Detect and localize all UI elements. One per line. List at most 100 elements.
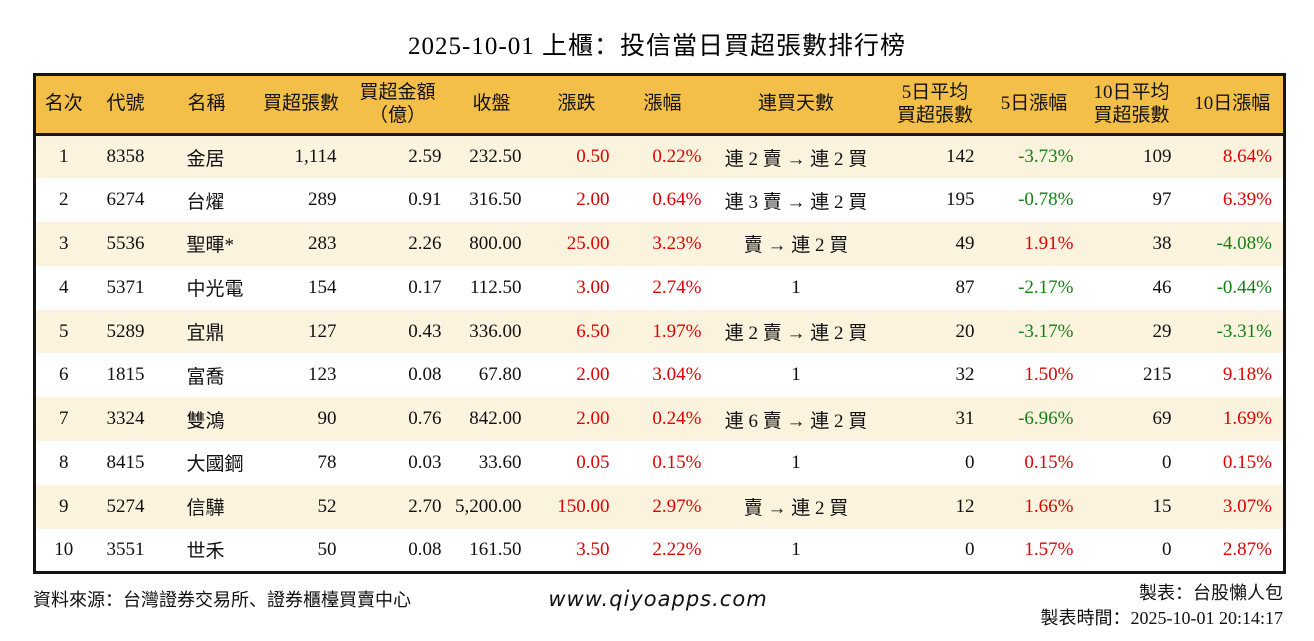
cell-change: 3.00 — [576, 276, 610, 298]
cell-pct5: 0.15% — [1024, 451, 1074, 473]
col-header-streak: 連買天數 — [708, 74, 884, 136]
cell-pct5: 1.50% — [1024, 364, 1074, 386]
cell-avg5: 0 — [965, 451, 975, 473]
cell-amount: 2.26 — [408, 232, 442, 254]
cell-amount: 2.70 — [408, 495, 442, 517]
table-row: 3 5536 聖暉* 283 2.26 800.00 25.00 3.23% 賣 → 連 2 買… — [34, 222, 1285, 266]
table-row: 7 3324 雙鴻 90 0.76 842.00 2.00 0.24% 連 6 賣 → 連 2 … — [34, 397, 1285, 442]
cell-avg10: 69 — [1152, 408, 1172, 430]
cell-pct5: 1.91% — [1024, 232, 1074, 254]
cell-name: 金居 — [186, 148, 225, 170]
data-source-label: 資料來源：台灣證券交易所、證券櫃檯買賣中心 — [33, 589, 411, 610]
cell-name: 富喬 — [186, 366, 225, 388]
cell-rank: 3 — [59, 232, 69, 254]
cell-avg10: 46 — [1152, 276, 1172, 298]
cell-change_pct: 3.23% — [652, 232, 702, 254]
table-row: 8 8415 大國鋼 78 0.03 33.60 0.05 0.15% 1 0 0.15% 0 0.15… — [34, 441, 1285, 485]
col-header-change_pct: 漲幅 — [616, 74, 709, 136]
cell-pct10: 2.87% — [1222, 538, 1272, 560]
cell-close: 336.00 — [469, 320, 522, 342]
cell-net_buy: 52 — [317, 495, 337, 517]
cell-code: 5371 — [106, 276, 145, 298]
cell-change_pct: 0.64% — [652, 189, 702, 211]
cell-name: 大國鋼 — [186, 454, 244, 476]
cell-streak: 連 3 賣 → 連 2 買 — [724, 191, 868, 213]
cell-change_pct: 0.24% — [652, 408, 702, 430]
cell-avg5: 195 — [946, 189, 975, 211]
cell-pct5: 1.57% — [1024, 538, 1074, 560]
cell-net_buy: 78 — [317, 451, 337, 473]
cell-rank: 4 — [59, 276, 69, 298]
cell-pct10: 3.07% — [1222, 495, 1272, 517]
cell-avg10: 97 — [1152, 189, 1172, 211]
cell-avg10: 38 — [1152, 232, 1172, 254]
cell-pct10: 0.15% — [1222, 451, 1272, 473]
cell-pct10: 9.18% — [1222, 364, 1272, 386]
cell-pct10: 8.64% — [1222, 146, 1272, 168]
cell-avg5: 0 — [965, 538, 975, 560]
cell-change_pct: 0.15% — [652, 451, 702, 473]
cell-streak: 賣 → 連 2 買 — [743, 235, 849, 257]
page-title: 2025-10-01 上櫃：投信當日買超張數排行榜 — [408, 33, 906, 60]
cell-name: 宜鼎 — [186, 323, 225, 345]
cell-amount: 2.59 — [408, 146, 442, 168]
cell-change: 6.50 — [576, 320, 610, 342]
cell-avg5: 142 — [946, 146, 975, 168]
cell-net_buy: 289 — [308, 189, 337, 211]
cell-change: 3.50 — [576, 538, 610, 560]
cell-amount: 0.91 — [408, 189, 442, 211]
cell-name: 中光電 — [186, 279, 244, 301]
table-row: 4 5371 中光電 154 0.17 112.50 3.00 2.74% 1 87 -2.17% 4… — [34, 265, 1285, 310]
cell-net_buy: 123 — [308, 364, 337, 386]
cell-amount: 0.17 — [408, 276, 442, 298]
cell-amount: 0.08 — [408, 364, 442, 386]
cell-pct5: -2.17% — [1018, 276, 1074, 298]
col-header-pct5: 5日漲幅 — [986, 74, 1082, 136]
report-credits: 製表：台股懶人包 製表時間：2025-10-01 20:14:17 — [1041, 581, 1284, 631]
cell-net_buy: 283 — [308, 232, 337, 254]
cell-pct5: 1.66% — [1024, 495, 1074, 517]
maker-label: 製表：台股懶人包 — [1139, 582, 1283, 603]
cell-change_pct: 1.97% — [652, 320, 702, 342]
cell-code: 1815 — [106, 364, 145, 386]
table-header-row: 名次 代號 名稱 買超張數 買超金額 （億） 收盤 漲跌 漲幅 連買天數 5日平均 買超張數 5日漲幅 1… — [34, 74, 1285, 136]
table-row: 10 3551 世禾 50 0.08 161.50 3.50 2.22% 1 0 1.57% 0 2.8… — [34, 528, 1285, 573]
cell-close: 67.80 — [478, 364, 522, 386]
cell-change_pct: 2.22% — [652, 538, 702, 560]
cell-change: 2.00 — [576, 364, 610, 386]
cell-streak: 連 6 賣 → 連 2 買 — [724, 410, 868, 432]
cell-rank: 8 — [59, 451, 69, 473]
cell-change_pct: 2.97% — [652, 495, 702, 517]
cell-streak: 1 — [791, 538, 801, 560]
col-header-change: 漲跌 — [536, 74, 617, 136]
cell-amount: 0.43 — [408, 320, 442, 342]
cell-streak: 連 2 賣 → 連 2 買 — [724, 148, 868, 170]
cell-code: 8415 — [106, 451, 145, 473]
cell-rank: 2 — [59, 189, 69, 211]
col-header-rank: 名次 — [34, 74, 92, 136]
cell-net_buy: 127 — [308, 320, 337, 342]
cell-close: 842.00 — [469, 408, 522, 430]
cell-pct5: -3.73% — [1018, 146, 1074, 168]
cell-name: 信驊 — [186, 498, 225, 520]
cell-avg10: 109 — [1143, 146, 1172, 168]
cell-change: 0.50 — [576, 146, 610, 168]
cell-amount: 0.76 — [408, 408, 442, 430]
cell-pct10: 6.39% — [1222, 189, 1272, 211]
cell-change_pct: 2.74% — [652, 276, 702, 298]
cell-change: 2.00 — [576, 189, 610, 211]
report-footer: 資料來源：台灣證券交易所、證券櫃檯買賣中心 www.qiyoapps.com 製… — [33, 581, 1283, 641]
cell-rank: 6 — [59, 364, 69, 386]
cell-close: 316.50 — [469, 189, 522, 211]
cell-streak: 連 2 賣 → 連 2 買 — [724, 323, 868, 345]
cell-net_buy: 50 — [317, 538, 337, 560]
col-header-code: 代號 — [91, 74, 160, 136]
cell-amount: 0.03 — [408, 451, 442, 473]
cell-code: 3324 — [106, 408, 145, 430]
cell-close: 112.50 — [469, 276, 522, 298]
cell-avg10: 15 — [1152, 495, 1172, 517]
cell-streak: 1 — [791, 451, 801, 473]
cell-pct5: -6.96% — [1018, 408, 1074, 430]
cell-pct10: -3.31% — [1216, 320, 1272, 342]
ranking-table: 名次 代號 名稱 買超張數 買超金額 （億） 收盤 漲跌 漲幅 連買天數 5日平均 買超張數 5日漲幅 1… — [33, 73, 1286, 574]
